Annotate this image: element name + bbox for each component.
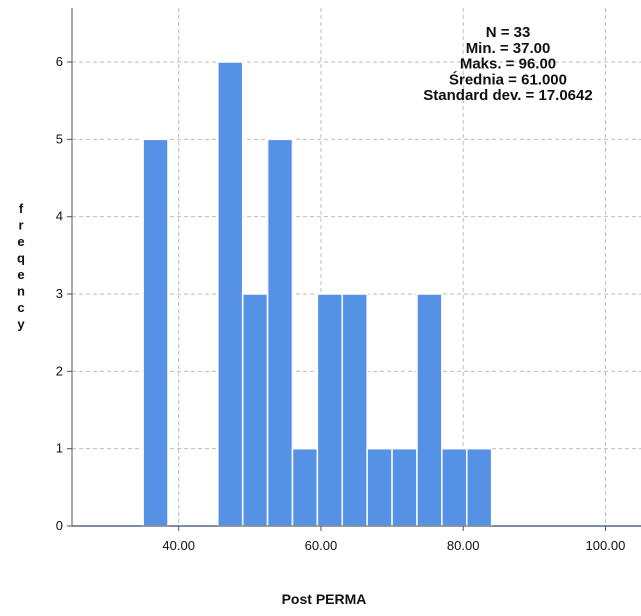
y-tick-label-0: 0: [56, 518, 63, 533]
histogram-bar-7: [316, 293, 344, 527]
y-axis-label-letter-0: f: [19, 201, 24, 216]
y-axis-label-letter-2: e: [17, 234, 24, 249]
ticks-layer: 0 1 2 3 4 5 6 40.00 60.00 80.00 100.00: [56, 54, 626, 553]
histogram-bar-11: [416, 293, 443, 527]
x-tick-label-100.00: 100.00: [586, 538, 626, 553]
stats-line-1: Min. = 37.00: [466, 40, 551, 57]
stats-line-4: Standard dev. = 17.0642: [423, 87, 592, 104]
y-axis-label-letter-7: y: [17, 317, 25, 332]
histogram-bar-9: [366, 447, 393, 527]
y-tick-label-3: 3: [56, 286, 63, 301]
histogram-bar-3: [217, 61, 244, 527]
histogram-bar-5: [266, 138, 294, 527]
y-tick-label-5: 5: [56, 131, 63, 146]
y-axis-label-letter-5: n: [17, 284, 25, 299]
y-axis-label-letter-6: c: [17, 300, 24, 315]
histogram-bar-0: [142, 138, 169, 527]
stats-line-2: Maks. = 96.00: [460, 56, 556, 73]
y-axis-label-letter-3: q: [17, 251, 25, 266]
x-tick-label-60.00: 60.00: [305, 538, 338, 553]
histogram-bar-10: [391, 447, 418, 527]
x-tick-label-80.00: 80.00: [447, 538, 480, 553]
histogram-bar-8: [341, 293, 368, 527]
y-tick-label-6: 6: [56, 54, 63, 69]
x-tick-label-40.00: 40.00: [162, 538, 195, 553]
y-tick-label-4: 4: [56, 209, 63, 224]
histogram-bar-4: [241, 293, 269, 527]
x-axis-label: Post PERMA: [282, 591, 367, 607]
histogram-bar-12: [441, 447, 468, 527]
y-axis-label-letter-1: r: [18, 218, 23, 233]
y-tick-label-2: 2: [56, 363, 63, 378]
stats-line-3: Średnia = 61.000: [449, 70, 567, 88]
axes-layer: [71, 8, 641, 527]
stats-line-0: N = 33: [486, 24, 531, 41]
histogram-bar-6: [291, 447, 319, 527]
y-axis-label-letter-4: e: [17, 267, 24, 282]
y-tick-label-1: 1: [56, 441, 63, 456]
histogram-bar-13: [465, 447, 493, 527]
